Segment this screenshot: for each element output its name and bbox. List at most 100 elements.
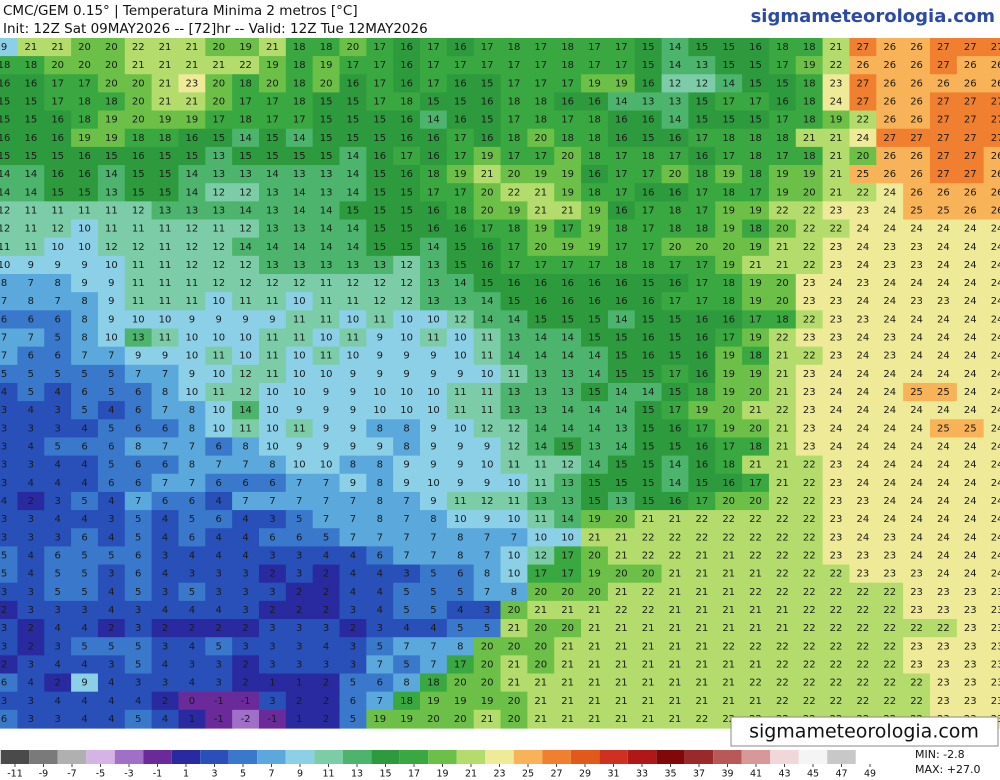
temp-value: 21 bbox=[749, 659, 762, 670]
temp-value: 22 bbox=[642, 587, 655, 598]
temp-value: 12 bbox=[239, 260, 252, 271]
temp-value: 27 bbox=[910, 133, 923, 144]
temp-cell bbox=[903, 310, 931, 330]
temp-value: 5 bbox=[54, 442, 60, 453]
temp-value: 13 bbox=[615, 423, 628, 434]
temp-cell bbox=[634, 201, 663, 221]
temp-value: 11 bbox=[320, 278, 333, 289]
temp-cell bbox=[849, 146, 877, 166]
temp-value: 15 bbox=[132, 169, 145, 180]
temp-cell bbox=[634, 455, 663, 475]
temp-value: 22 bbox=[883, 659, 896, 670]
temp-value: 12 bbox=[186, 242, 199, 253]
temp-cell bbox=[876, 237, 904, 257]
temp-value: 19 bbox=[588, 514, 601, 525]
temp-value: 18 bbox=[588, 187, 601, 198]
temp-cell bbox=[903, 38, 931, 57]
temp-value: 17 bbox=[642, 224, 655, 235]
temp-value: 17 bbox=[373, 42, 386, 53]
temp-cell bbox=[232, 38, 260, 57]
temp-cell bbox=[71, 110, 99, 130]
temp-cell bbox=[742, 401, 770, 420]
temp-value: 16 bbox=[534, 278, 547, 289]
temp-value: 24 bbox=[964, 405, 977, 416]
temp-value: 7 bbox=[484, 532, 490, 543]
temp-cell bbox=[634, 382, 663, 402]
temp-cell bbox=[205, 255, 233, 275]
temp-value: 22 bbox=[776, 532, 789, 543]
temp-cell bbox=[634, 419, 663, 439]
temp-value: 2 bbox=[28, 496, 34, 507]
temp-cell bbox=[44, 437, 72, 457]
temp-value: 18 bbox=[749, 133, 762, 144]
temp-cell bbox=[742, 38, 770, 57]
temp-value: 22 bbox=[749, 641, 762, 652]
temp-value: 22 bbox=[803, 532, 816, 543]
temp-value: 12 bbox=[373, 278, 386, 289]
temp-value: 23 bbox=[830, 496, 843, 507]
temp-value: 6 bbox=[108, 478, 114, 489]
temp-value: 3 bbox=[1, 587, 7, 598]
temp-cell bbox=[312, 146, 341, 166]
temp-cell bbox=[97, 219, 126, 239]
temp-value: 21 bbox=[749, 460, 762, 471]
temp-value: 21 bbox=[749, 605, 762, 616]
temp-value: 4 bbox=[108, 696, 114, 707]
temp-value: 21 bbox=[561, 641, 574, 652]
temp-value: 11 bbox=[508, 460, 521, 471]
temp-value: 14 bbox=[588, 423, 601, 434]
temp-value: 13 bbox=[186, 205, 199, 216]
temp-value: 17 bbox=[534, 151, 547, 162]
temp-value: 5 bbox=[81, 496, 87, 507]
temp-value: 4 bbox=[81, 423, 87, 434]
temp-value: 21 bbox=[776, 351, 789, 362]
temp-cell bbox=[312, 219, 341, 239]
temp-cell bbox=[661, 237, 690, 257]
temp-value: 15 bbox=[669, 387, 682, 398]
temp-value: 24 bbox=[830, 278, 843, 289]
temp-value: 26 bbox=[910, 96, 923, 107]
temp-value: 10 bbox=[427, 387, 440, 398]
temp-value: 16 bbox=[642, 333, 655, 344]
temp-value: 21 bbox=[642, 514, 655, 525]
temp-cell bbox=[393, 437, 421, 457]
temp-value: 14 bbox=[534, 351, 547, 362]
temp-cell bbox=[581, 382, 609, 402]
temp-value: 3 bbox=[28, 714, 34, 725]
temp-cell bbox=[795, 419, 824, 439]
temp-value: 15 bbox=[373, 133, 386, 144]
temp-value: 6 bbox=[54, 550, 60, 561]
temp-cell bbox=[97, 401, 126, 420]
temp-value: 18 bbox=[722, 460, 735, 471]
temp-value: 11 bbox=[159, 260, 172, 271]
temp-cell bbox=[795, 401, 824, 420]
temp-cell bbox=[285, 165, 314, 184]
temp-value: 14 bbox=[508, 314, 521, 325]
temp-value: 22 bbox=[830, 569, 843, 580]
temp-cell bbox=[473, 455, 502, 475]
temp-value: 24 bbox=[937, 460, 950, 471]
temp-value: 21 bbox=[669, 605, 682, 616]
temp-value: 18 bbox=[105, 96, 118, 107]
temp-value: 17 bbox=[588, 260, 601, 271]
temp-value: 24 bbox=[964, 478, 977, 489]
temp-value: 20 bbox=[857, 151, 870, 162]
temp-value: 24 bbox=[937, 550, 950, 561]
temp-value: 23 bbox=[830, 550, 843, 561]
temp-value: 3 bbox=[135, 623, 141, 634]
temp-cell bbox=[795, 165, 824, 184]
temp-value: 15 bbox=[722, 115, 735, 126]
temp-value: 24 bbox=[991, 460, 1000, 471]
temp-cell bbox=[393, 92, 421, 112]
temp-cell bbox=[124, 401, 153, 420]
temp-value: 16 bbox=[400, 169, 413, 180]
temp-cell bbox=[71, 92, 99, 112]
temp-value: 14 bbox=[266, 242, 279, 253]
temp-value: 12 bbox=[239, 224, 252, 235]
site-link[interactable]: sigmameteorologia.com bbox=[751, 6, 995, 27]
temp-value: 17 bbox=[695, 260, 708, 271]
temp-cell bbox=[634, 237, 663, 257]
temp-value: 15 bbox=[615, 460, 628, 471]
temp-cell bbox=[44, 165, 72, 184]
temp-cell bbox=[688, 292, 716, 311]
